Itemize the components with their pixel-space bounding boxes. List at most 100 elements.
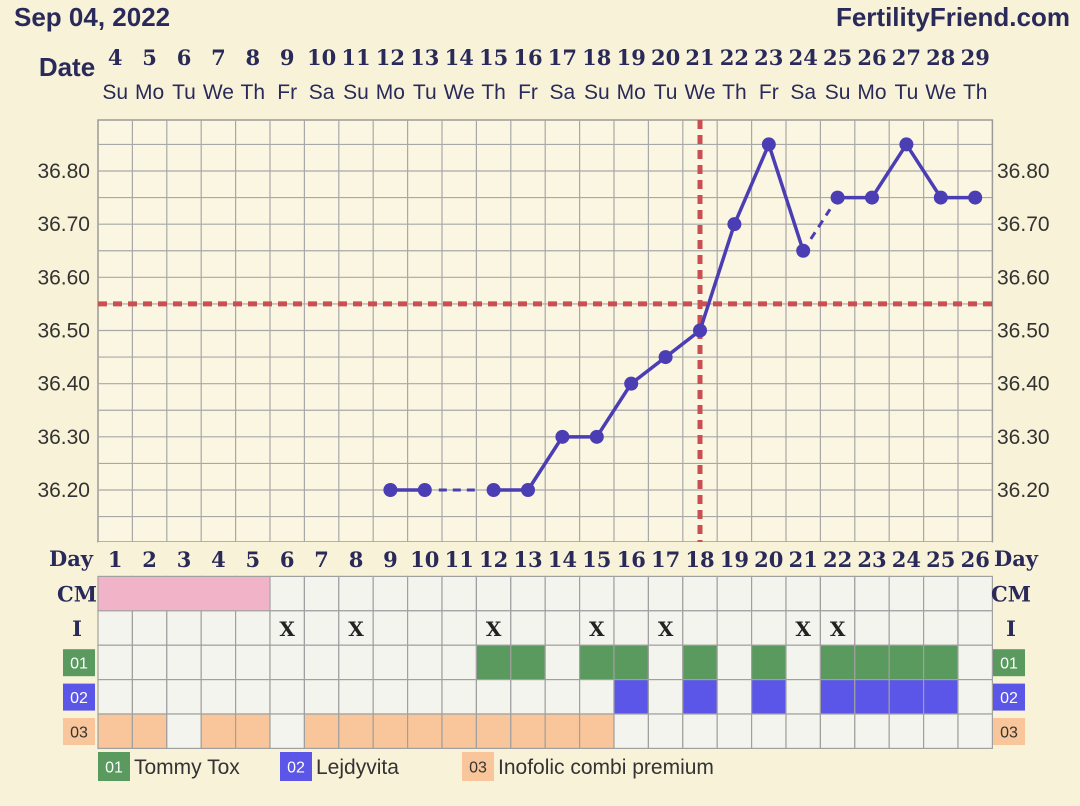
cm-cell [338, 575, 374, 612]
med01-cell [578, 644, 615, 681]
header-date: Sep 04, 2022 [14, 2, 171, 32]
legend-label: Inofolic combi premium [498, 756, 714, 779]
med01-cell [922, 644, 959, 681]
med02-cell [200, 678, 237, 715]
temp-point [968, 190, 983, 205]
temp-point [589, 429, 604, 444]
med01-cell [372, 644, 409, 681]
i-cell [888, 610, 925, 646]
date-label: 29 [961, 45, 990, 70]
i-cell [407, 610, 443, 646]
med03-cell [922, 713, 959, 750]
med01-cell [166, 644, 202, 681]
med02-cell [97, 678, 134, 715]
cycle-day-label: 25 [926, 547, 955, 572]
med01-cell [647, 644, 684, 681]
med02-cell [303, 678, 340, 715]
i-row-label-right: I [1006, 616, 1016, 641]
date-row-label: Date [39, 52, 95, 82]
med03-cell [407, 713, 443, 750]
ytick-right: 36.20 [997, 479, 1050, 502]
intercourse-mark: X [279, 617, 295, 641]
med01-cell [131, 644, 168, 681]
med-code-right-bg [993, 718, 1025, 745]
cycle-day-label: 22 [823, 547, 852, 572]
med02-cell [922, 678, 959, 715]
legend-badge-text: 01 [105, 760, 123, 777]
i-cell [200, 610, 237, 646]
med03-cell [785, 713, 822, 750]
weekday-label: Th [722, 81, 747, 104]
date-label: 21 [685, 45, 714, 70]
weekday-label: Th [481, 81, 506, 104]
i-cell [922, 610, 959, 646]
weekday-label: Fr [518, 81, 538, 104]
med01-cell [97, 644, 134, 681]
med-code-right-bg [993, 683, 1025, 711]
legend-badge-text: 02 [287, 760, 305, 777]
cm-cell [578, 575, 615, 612]
cycle-day-label: 26 [961, 547, 990, 572]
weekday-label: Th [963, 81, 988, 104]
date-label: 12 [376, 45, 405, 70]
cycle-day-label: 1 [108, 547, 123, 572]
med01-cell [819, 644, 856, 681]
intercourse-mark: X [830, 617, 846, 641]
cycle-day-label: 16 [617, 547, 646, 572]
med03-cell [303, 713, 340, 750]
cm-cell [475, 575, 512, 612]
date-label: 28 [926, 45, 955, 70]
cm-cell [922, 575, 959, 612]
med02-cell [716, 678, 753, 715]
med03-cell [578, 713, 615, 750]
ytick-right: 36.40 [997, 373, 1050, 396]
cm-row-label-left: CM [57, 581, 97, 606]
date-label: 20 [651, 45, 680, 70]
header-brand[interactable]: FertilityFriend.com [835, 2, 1070, 32]
ytick-left: 36.40 [37, 373, 90, 396]
temp-point [933, 190, 948, 205]
weekday-label: Mo [617, 81, 646, 104]
weekday-label: Tu [172, 81, 196, 104]
cm-cell [372, 575, 409, 612]
med02-cell [888, 678, 925, 715]
med03-cell [544, 713, 581, 750]
date-label: 26 [857, 45, 886, 70]
date-label: 19 [617, 45, 646, 70]
med02-cell [957, 678, 994, 715]
date-label: 13 [410, 45, 439, 70]
cm-cell [544, 575, 581, 612]
ytick-right: 36.50 [997, 320, 1050, 343]
intercourse-mark: X [486, 617, 502, 641]
med03-cell [338, 713, 374, 750]
med02-cell [510, 678, 546, 715]
med02-cell [854, 678, 890, 715]
med03-cell [682, 713, 718, 750]
date-label: 5 [142, 45, 157, 70]
date-label: 22 [720, 45, 749, 70]
ytick-right: 36.80 [997, 160, 1050, 183]
med03-cell [854, 713, 890, 750]
med03-cell [372, 713, 409, 750]
date-label: 7 [211, 45, 226, 70]
med02-cell [750, 678, 787, 715]
cm-cell [750, 575, 787, 612]
med02-cell [819, 678, 856, 715]
temp-point [796, 243, 811, 258]
temp-line [630, 355, 667, 386]
date-label: 16 [513, 45, 542, 70]
date-label: 4 [108, 45, 123, 70]
i-cell [750, 610, 787, 646]
med03-cell [131, 713, 168, 750]
cm-cell [682, 575, 718, 612]
med02-cell [475, 678, 512, 715]
temp-point [417, 483, 432, 497]
med01-cell [785, 644, 822, 681]
cycle-day-label: 20 [754, 547, 783, 572]
med02-cell [682, 678, 718, 715]
cycle-day-label: 14 [548, 547, 577, 572]
cycle-day-label: 4 [211, 547, 226, 572]
weekday-label: Sa [309, 81, 335, 104]
i-cell [647, 610, 684, 646]
weekday-label: We [444, 81, 475, 104]
